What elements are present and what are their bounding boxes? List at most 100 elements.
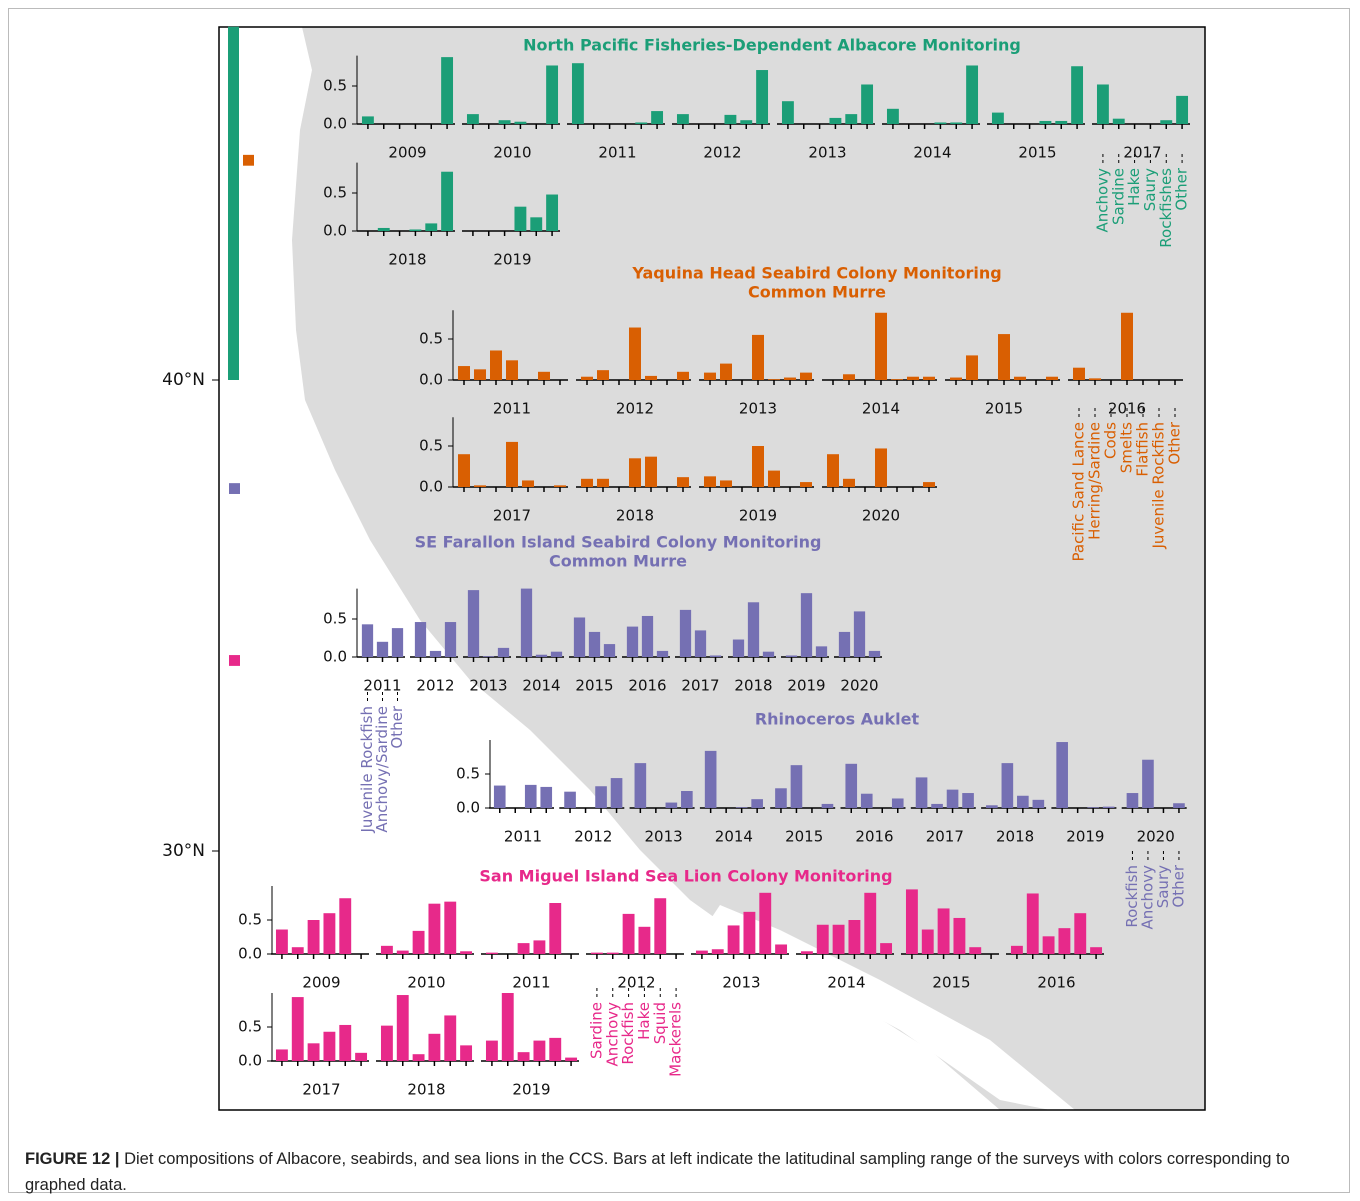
bar <box>629 327 641 380</box>
bar <box>493 785 506 808</box>
bar <box>800 482 812 487</box>
bar <box>626 626 639 657</box>
bar <box>853 611 866 657</box>
bar <box>444 901 457 954</box>
bar <box>785 655 798 657</box>
bar <box>762 651 775 657</box>
bar <box>540 786 553 808</box>
bar <box>275 1049 288 1061</box>
legend-label: Saury <box>1141 168 1159 211</box>
bar <box>323 1031 336 1061</box>
legend-label: Squid <box>651 1002 669 1044</box>
bar <box>848 920 861 954</box>
year-label: 2011 <box>504 828 542 846</box>
bar <box>727 925 740 954</box>
legend-label: Anchovy <box>603 1002 621 1067</box>
caption: FIGURE 12 | Diet compositions of Albacor… <box>25 1146 1315 1198</box>
bar <box>524 784 537 808</box>
lat-range <box>229 483 240 494</box>
year-label: 2018 <box>388 251 426 269</box>
year-label: 2020 <box>862 507 900 525</box>
bar <box>485 952 498 954</box>
year-label: 2011 <box>493 400 531 418</box>
year-label: 2012 <box>703 144 741 162</box>
bar <box>595 786 607 808</box>
legend-label: Sardine <box>1109 168 1127 225</box>
y-tick-label: 0.5 <box>238 911 262 929</box>
legend-label: Pacific Sand Lance <box>1070 422 1088 561</box>
bar <box>695 950 708 954</box>
bar <box>1112 118 1125 124</box>
bar <box>533 1040 546 1061</box>
bar <box>815 646 828 657</box>
bar <box>934 122 947 124</box>
bar <box>677 371 689 380</box>
bar <box>681 791 693 808</box>
lat-tick-label: 30°N <box>162 841 205 861</box>
year-label: 2018 <box>616 507 654 525</box>
legend-label: Rockfish <box>1123 865 1141 928</box>
y-tick-label: 0.0 <box>323 115 347 133</box>
bar <box>323 913 336 954</box>
bar <box>645 456 657 487</box>
year-label: 2017 <box>1123 144 1161 162</box>
group-subtitle: Common Murre <box>549 552 687 571</box>
legend-label: Flatfish <box>1134 422 1152 477</box>
bar <box>838 631 851 657</box>
bar <box>428 903 441 954</box>
bar <box>597 370 609 380</box>
year-label: 2014 <box>827 974 865 992</box>
bar <box>564 791 576 808</box>
bar <box>1039 120 1052 124</box>
bar <box>361 116 374 124</box>
year-label: 2014 <box>522 677 560 695</box>
bar <box>891 798 904 808</box>
year-label: 2019 <box>493 251 531 269</box>
lat-range <box>228 26 239 380</box>
bar <box>550 651 563 657</box>
bar <box>679 609 692 657</box>
bar <box>743 911 756 954</box>
bar <box>654 898 667 954</box>
y-tick-label: 0.5 <box>238 1018 262 1036</box>
bar <box>665 802 678 808</box>
bar <box>704 372 716 380</box>
bar <box>1176 95 1189 124</box>
bar <box>1073 367 1085 380</box>
bar <box>474 485 486 487</box>
bar <box>800 593 813 657</box>
group-title: SE Farallon Island Seabird Colony Monito… <box>415 533 822 552</box>
bar <box>554 485 566 487</box>
y-tick-label: 0.5 <box>323 610 347 628</box>
bar <box>1058 928 1071 954</box>
year-label: 2018 <box>407 1081 445 1099</box>
year-label: 2013 <box>739 400 777 418</box>
bar <box>1032 799 1045 808</box>
bar <box>843 374 855 380</box>
bar <box>429 650 442 657</box>
bar <box>581 376 593 380</box>
lat-range <box>243 154 254 166</box>
legend-label: Other <box>1169 864 1187 907</box>
bar <box>412 930 425 954</box>
y-tick-label: 0.0 <box>456 799 480 817</box>
bar <box>581 478 593 487</box>
y-tick-label: 0.0 <box>323 222 347 240</box>
year-label: 2019 <box>787 677 825 695</box>
bar <box>549 1037 562 1061</box>
year-label: 2014 <box>913 144 951 162</box>
legend-label: Other <box>1173 167 1191 210</box>
bar <box>1056 742 1068 808</box>
bar <box>720 480 732 487</box>
y-tick-label: 0.5 <box>323 77 347 95</box>
bar <box>905 889 918 954</box>
bar <box>1089 378 1101 380</box>
bar <box>520 588 533 657</box>
bar <box>891 379 903 380</box>
bar <box>546 65 559 124</box>
legend-label: Saury <box>1154 865 1172 908</box>
bar <box>588 631 601 657</box>
bar <box>1074 913 1087 954</box>
year-label: 2010 <box>407 974 445 992</box>
